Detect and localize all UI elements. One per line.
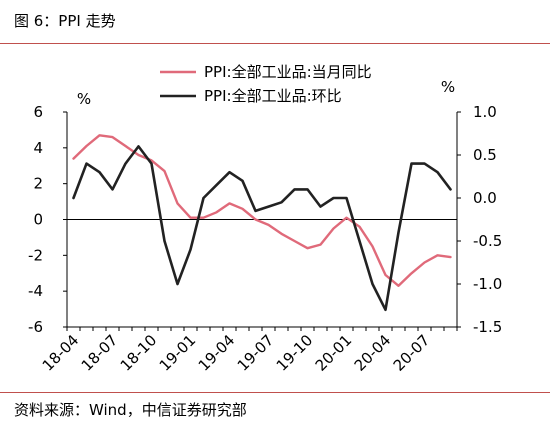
figure-title: 图 6：PPI 走势 bbox=[14, 12, 116, 30]
right-axis-unit: % bbox=[441, 78, 455, 96]
chart-series bbox=[72, 134, 452, 312]
right-tick-label: 0.5 bbox=[473, 146, 497, 164]
source-note: 资料来源：Wind，中信证券研究部 bbox=[14, 401, 247, 419]
right-tick-label: 0.0 bbox=[473, 189, 497, 207]
chart-legend: PPI:全部工业品:当月同比 PPI:全部工业品:环比 bbox=[160, 63, 372, 105]
bottom-rule bbox=[0, 392, 550, 393]
x-tick-label: 18-10 bbox=[117, 331, 161, 375]
x-tick-label: 20-07 bbox=[390, 331, 434, 375]
legend-label-yoy: PPI:全部工业品:当月同比 bbox=[204, 63, 372, 81]
left-tick-label: 6 bbox=[33, 103, 43, 121]
left-tick-label: 4 bbox=[33, 139, 43, 157]
x-tick-label: 19-10 bbox=[273, 331, 317, 375]
left-axis-unit: % bbox=[77, 90, 91, 108]
left-tick-label: -6 bbox=[28, 318, 43, 336]
x-tick-label: 19-04 bbox=[195, 331, 239, 375]
right-tick-label: -1.0 bbox=[473, 275, 502, 293]
legend-label-mom: PPI:全部工业品:环比 bbox=[204, 87, 342, 105]
x-tick-label: 20-04 bbox=[351, 331, 395, 375]
left-tick-label: -4 bbox=[28, 282, 43, 300]
series-line-mom bbox=[72, 145, 452, 312]
left-tick-label: 2 bbox=[33, 175, 43, 193]
x-tick-label: 20-01 bbox=[312, 331, 356, 375]
x-tick-label: 18-04 bbox=[39, 331, 83, 375]
right-tick-label: 1.0 bbox=[473, 103, 497, 121]
x-tick-label: 18-07 bbox=[78, 331, 122, 375]
right-tick-label: -0.5 bbox=[473, 232, 502, 250]
right-tick-label: -1.5 bbox=[473, 318, 502, 336]
chart-axes bbox=[66, 112, 458, 328]
top-rule bbox=[0, 43, 550, 44]
series-line-yoy bbox=[72, 134, 452, 287]
left-tick-label: -2 bbox=[28, 246, 43, 264]
x-tick-label: 19-01 bbox=[156, 331, 200, 375]
figure-header: 图 6：PPI 走势 bbox=[0, 0, 550, 44]
left-tick-label: 0 bbox=[33, 211, 43, 229]
x-tick-label: 19-07 bbox=[234, 331, 278, 375]
